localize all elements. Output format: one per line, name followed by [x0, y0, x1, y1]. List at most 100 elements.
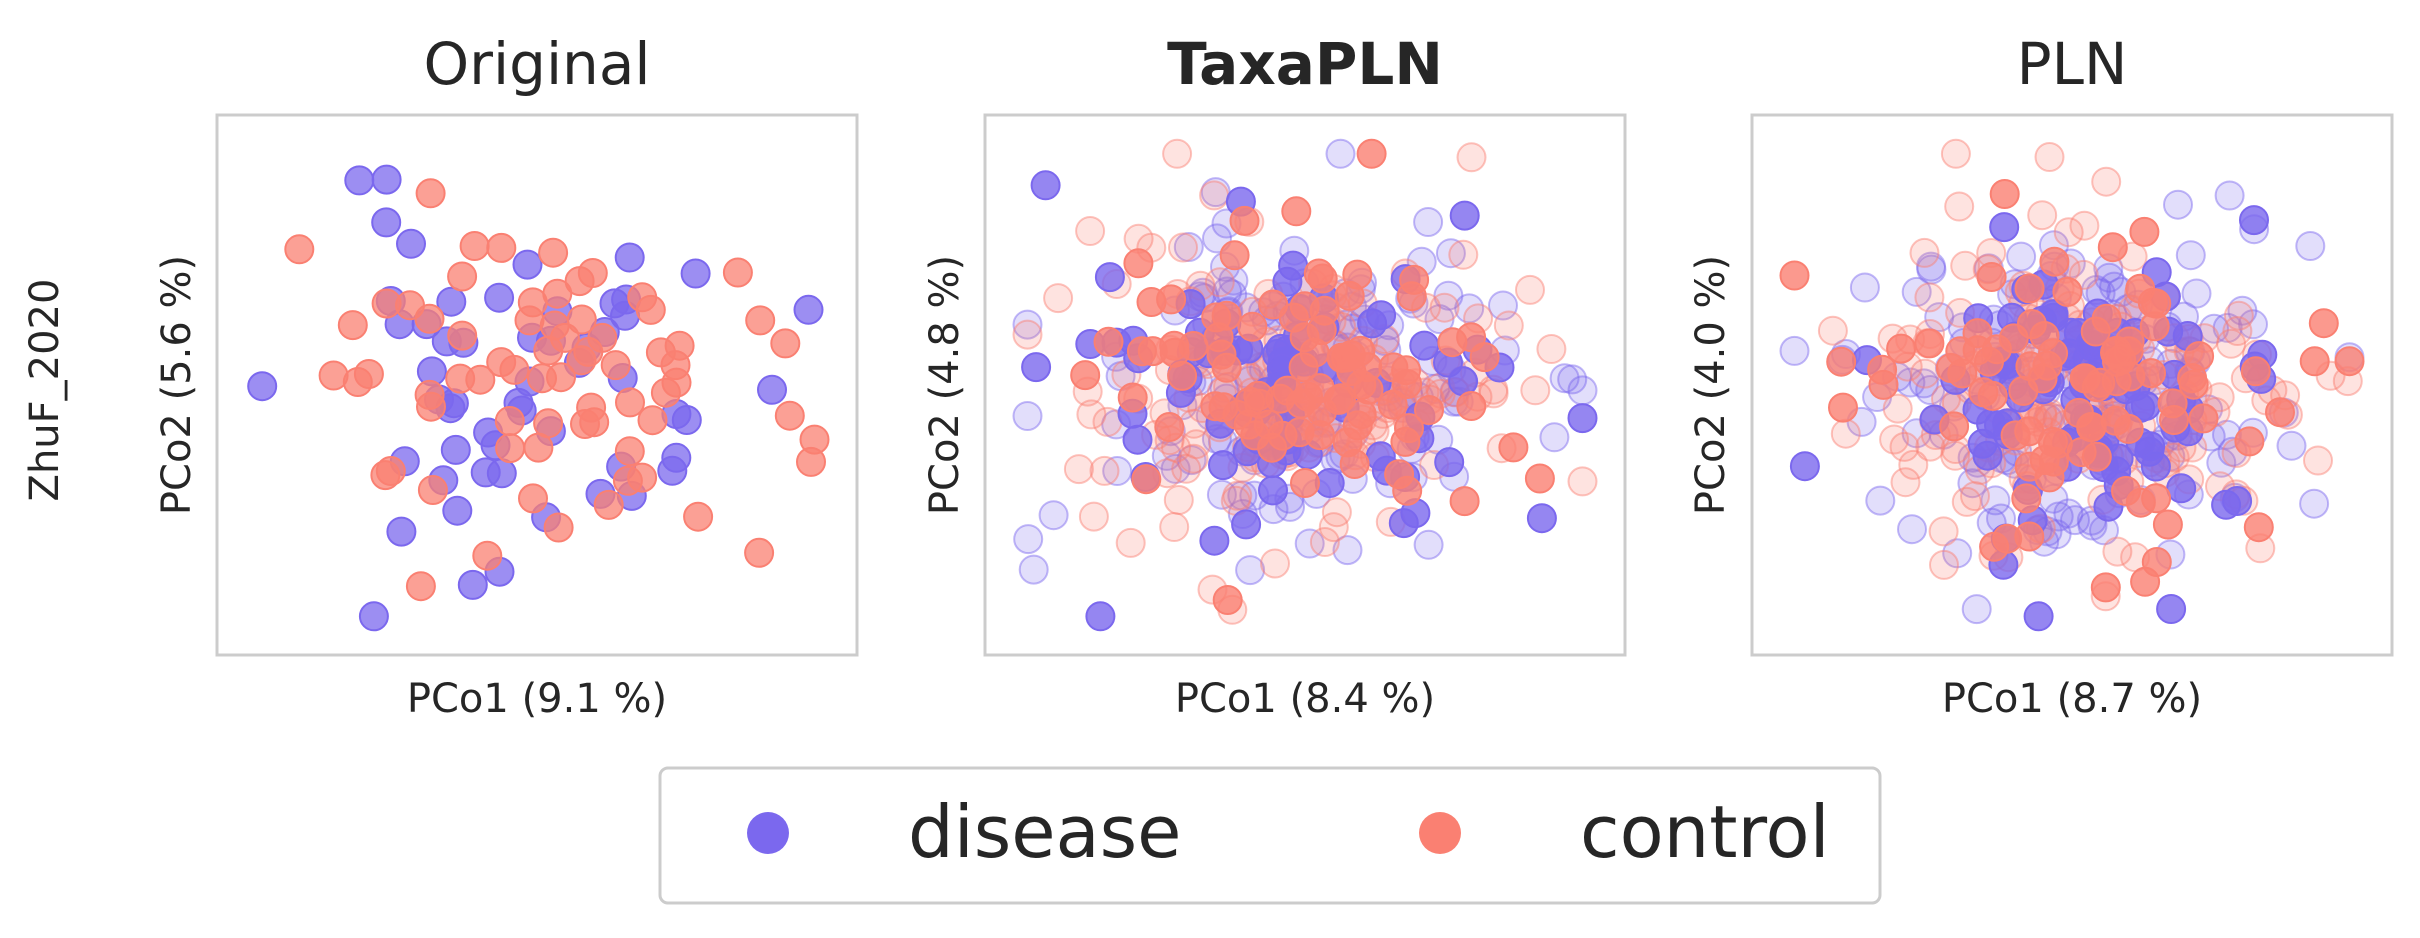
scatter-point-disease	[1231, 509, 1262, 540]
x-axis-label: PCo1 (8.4 %)	[1175, 676, 1435, 722]
scatter-point-control	[577, 258, 608, 288]
scatter-point-disease	[2227, 295, 2258, 326]
scatter-point-control	[1093, 326, 1124, 357]
scatter-point-disease	[457, 569, 488, 600]
scatter-point-disease	[440, 434, 471, 465]
scatter-point-control	[1976, 262, 2007, 292]
legend: disease control	[658, 766, 1882, 905]
scatter-point-control	[2053, 217, 2084, 248]
scatter-point-control	[587, 322, 618, 353]
scatter-point-control	[538, 237, 569, 268]
scatter-point-control	[1992, 523, 2023, 554]
scatter-point-disease	[1908, 368, 1939, 399]
scatter-point-control	[1199, 180, 1230, 211]
legend-label-disease: disease	[908, 790, 1181, 874]
scatter-point-disease	[1916, 254, 1947, 285]
scatter-point-control	[1536, 334, 1567, 364]
scatter-point-disease	[1012, 401, 1043, 431]
scatter-point-control	[2141, 547, 2172, 577]
scatter-point-disease	[371, 207, 402, 238]
scatter-point-control	[661, 367, 692, 398]
scatter-point-control	[1456, 322, 1487, 353]
scatter-point-control	[2223, 300, 2254, 331]
scatter-point-disease	[1449, 200, 1480, 231]
scatter-point-disease	[1424, 304, 1455, 335]
scatter-point-control	[2159, 405, 2189, 435]
scatter-point-control	[2243, 512, 2274, 543]
scatter-point-disease	[1332, 535, 1363, 566]
scatter-point-control	[2303, 445, 2333, 476]
scatter-point-control	[576, 392, 607, 423]
scatter-point-disease	[1038, 500, 1069, 531]
scatter-point-disease	[1206, 479, 1237, 510]
scatter-point-control	[1332, 427, 1363, 458]
scatter-point-control	[1889, 431, 1920, 462]
scatter-point-control	[1089, 455, 1120, 486]
scatter-point-disease	[1018, 554, 1049, 585]
scatter-point-control	[1178, 443, 1209, 474]
scatter-point-disease	[1102, 456, 1133, 486]
scatter-point-disease	[470, 457, 501, 488]
scatter-point-disease	[2299, 488, 2330, 519]
scatter-point-control	[2216, 328, 2247, 359]
scatter-point-control	[1779, 260, 1810, 291]
scatter-point-control	[1524, 463, 1555, 494]
scatter-point-control	[1222, 480, 1253, 511]
scatter-point-disease	[1227, 480, 1258, 511]
scatter-point-disease	[1526, 503, 1557, 534]
scatter-point-control	[1384, 459, 1415, 490]
scatter-point-control	[445, 363, 476, 394]
scatter-point-disease	[386, 516, 417, 547]
scatter-point-control	[1448, 239, 1479, 270]
scatter-point-control	[2136, 358, 2166, 389]
scatter-point-control	[1318, 512, 1349, 543]
scatter-point-control	[2014, 416, 2045, 447]
scatter-point-control	[2052, 276, 2083, 307]
scatter-point-disease	[1030, 170, 1061, 201]
scatter-point-control	[1171, 453, 1202, 484]
scatter-point-control	[1449, 486, 1480, 517]
scatter-point-control	[1951, 486, 1982, 517]
scatter-point-disease	[1325, 138, 1356, 169]
scatter-point-control	[637, 405, 668, 436]
scatter-point-control	[2076, 412, 2107, 443]
scatter-point-disease	[2060, 505, 2090, 536]
scatter-point-disease	[1173, 232, 1204, 262]
scatter-point-disease	[442, 495, 473, 526]
scatter-point-control	[2090, 572, 2121, 603]
scatter-point-control	[1181, 429, 1212, 460]
scatter-point-disease	[1789, 451, 1820, 482]
scatter-point-control	[2129, 216, 2160, 247]
legend-marker-disease	[747, 812, 789, 854]
scatter-point-control	[375, 456, 406, 486]
scatter-point-control	[2011, 483, 2042, 514]
scatter-point-control	[744, 537, 775, 568]
scatter-point-disease	[2163, 189, 2193, 220]
scatter-point-disease	[1012, 309, 1043, 340]
x-axis-label: PCo1 (8.7 %)	[1942, 676, 2202, 722]
scatter-point-control	[2042, 428, 2073, 459]
scatter-point-control	[1204, 267, 1235, 298]
scatter-point-control	[1392, 369, 1423, 399]
scatter-point-disease	[1942, 538, 1973, 569]
scatter-point-disease	[396, 228, 426, 259]
scatter-point-disease	[2166, 473, 2197, 504]
scatter-point-control	[1928, 516, 1959, 547]
scatter-point-control	[1299, 337, 1330, 368]
scatter-point-control	[459, 231, 490, 261]
scatter-point-control	[1211, 300, 1242, 331]
scatter-point-disease	[2214, 180, 2245, 211]
scatter-point-control	[1399, 264, 1430, 295]
scatter-point-disease	[1434, 447, 1465, 478]
scatter-point-control	[1162, 138, 1193, 169]
scatter-point-disease	[436, 286, 467, 317]
scatter-point-control	[533, 335, 564, 366]
scatter-point-control	[1178, 331, 1209, 361]
scatter-point-control	[593, 489, 624, 520]
scatter-point-disease	[1160, 453, 1191, 484]
scatter-point-disease	[1435, 238, 1466, 269]
scatter-point-control	[1493, 310, 1524, 341]
panel-pln: PLN PCo1 (8.7 %) PCo2 (4.0 %)	[1688, 30, 2394, 722]
legend-box	[658, 766, 1882, 905]
scatter-point-disease	[1849, 272, 1880, 303]
